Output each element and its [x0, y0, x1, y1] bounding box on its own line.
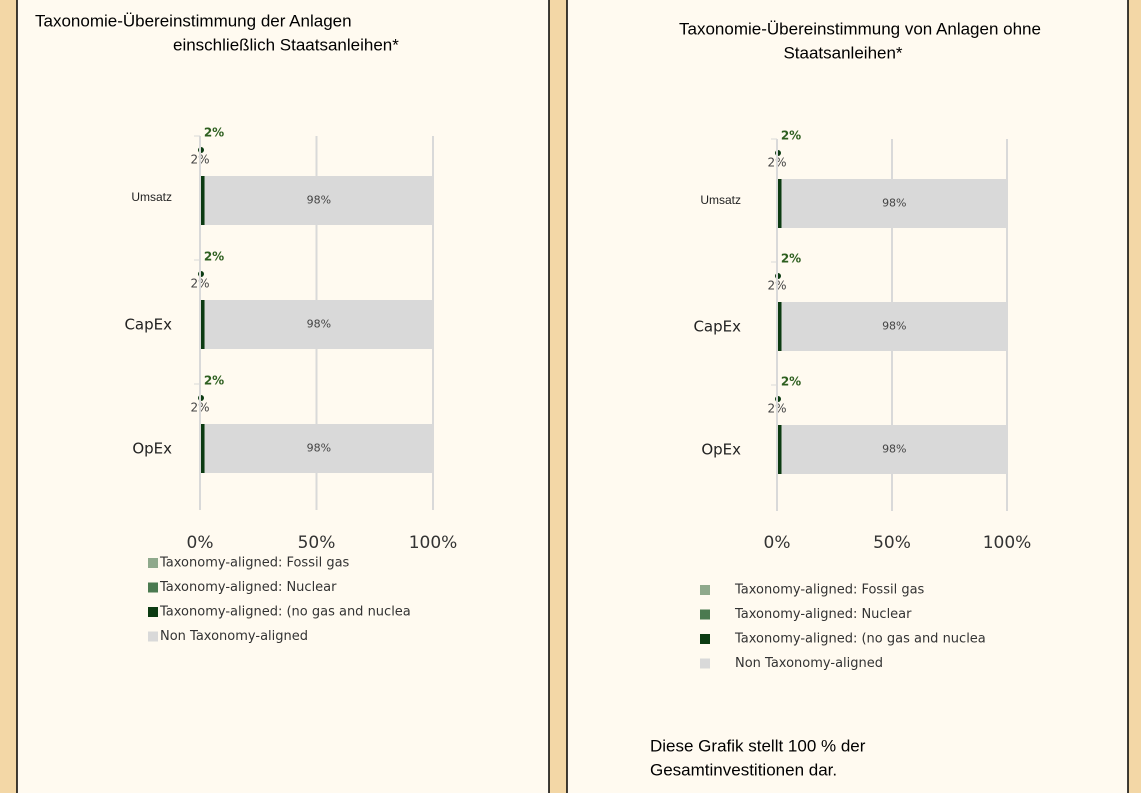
legend-swatch	[148, 558, 158, 568]
legend-swatch	[148, 582, 158, 593]
x-tick-label: 50%	[298, 533, 336, 553]
legend-label: Taxonomy-aligned: (no gas and nuclea	[159, 605, 411, 620]
bar-segment	[781, 179, 1007, 228]
x-tick-label: 100%	[409, 533, 458, 553]
data-label: 98%	[307, 442, 331, 455]
panel	[566, 0, 1129, 793]
data-label: 98%	[882, 320, 906, 333]
bar-segment	[200, 424, 205, 473]
category-label: OpEx	[132, 440, 172, 458]
legend-swatch	[148, 607, 158, 617]
legend-swatch	[700, 585, 710, 595]
bar-segment	[781, 302, 1007, 351]
x-tick-label: 0%	[764, 533, 791, 553]
data-label: 98%	[307, 318, 331, 331]
chart-title: Taxonomie-Übereinstimmung von Anlagen oh…	[679, 19, 1041, 38]
annotation: 2%	[204, 250, 224, 264]
chart-title: Taxonomie-Übereinstimmung der Anlagen	[35, 11, 352, 30]
x-tick-label: 100%	[983, 533, 1032, 553]
legend-label: Taxonomy-aligned: Nuclear	[734, 607, 912, 622]
chart-title: Staatsanleihen*	[783, 43, 902, 62]
legend-swatch	[700, 634, 710, 644]
legend-label: Taxonomy-aligned: (no gas and nuclea	[734, 632, 986, 647]
annotation: 2%	[781, 252, 801, 266]
legend-swatch	[148, 631, 158, 642]
panel	[16, 0, 550, 793]
category-label: CapEx	[124, 316, 172, 334]
bar-segment	[200, 300, 205, 349]
annotation: 2%	[781, 375, 801, 389]
bar-segment	[777, 179, 782, 228]
data-label: 98%	[882, 197, 906, 210]
legend-swatch	[700, 609, 710, 620]
annotation: 2%	[204, 374, 224, 388]
category-label: Umsatz	[700, 193, 741, 207]
x-tick-label: 0%	[187, 533, 214, 553]
data-label: 98%	[882, 443, 906, 456]
note: Diese Grafik stellt 100 % der	[650, 736, 866, 755]
bar-segment	[777, 425, 782, 474]
data-label: 98%	[307, 194, 331, 207]
legend-label: Taxonomy-aligned: Nuclear	[159, 580, 337, 595]
annotation: 2%	[781, 129, 801, 143]
category-label: Umsatz	[131, 190, 172, 204]
bar-segment	[781, 425, 1007, 474]
legend-label: Non Taxonomy-aligned	[735, 656, 883, 671]
chart-title: einschließlich Staatsanleihen*	[173, 35, 399, 54]
legend-swatch	[700, 658, 710, 669]
note: Gesamtinvestitionen dar.	[650, 760, 837, 779]
bar-segment	[204, 300, 433, 349]
bar-segment	[204, 176, 433, 225]
bar-segment	[200, 176, 205, 225]
legend-label: Taxonomy-aligned: Fossil gas	[734, 583, 925, 598]
x-tick-label: 50%	[873, 533, 911, 553]
bar-segment	[204, 424, 433, 473]
category-label: CapEx	[693, 318, 741, 336]
legend-label: Non Taxonomy-aligned	[160, 629, 308, 644]
annotation: 2%	[204, 126, 224, 140]
bar-segment	[777, 302, 782, 351]
legend-label: Taxonomy-aligned: Fossil gas	[159, 556, 350, 571]
category-label: OpEx	[701, 441, 741, 459]
